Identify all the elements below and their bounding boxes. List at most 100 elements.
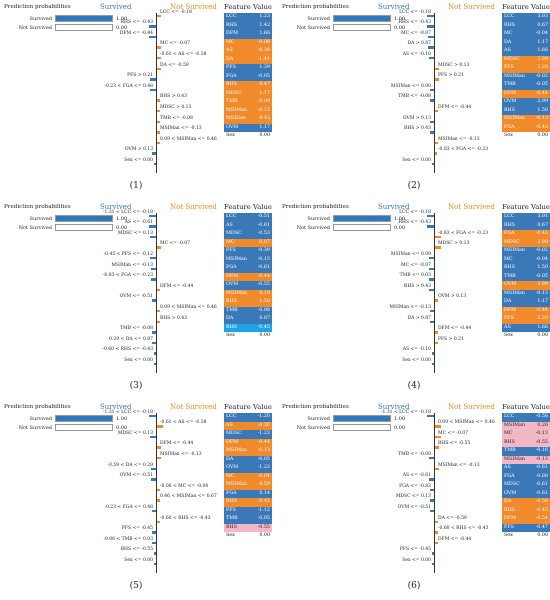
feature-row: DFM -0.54 [502, 515, 550, 524]
contribution-bar [151, 467, 156, 471]
feature-value: 1.66 [259, 31, 270, 36]
not-survived-header: Not Survived [170, 203, 217, 211]
rule-label: 0.09 < MSIMan <= 0.46 [160, 304, 217, 310]
feature-value-header: Feature Value [224, 403, 272, 411]
not-survived-header: Not Survived [170, 3, 217, 11]
rule-label: Sex <= 0.00 [124, 557, 153, 563]
rule-label: DFM <= -0.44 [438, 326, 472, 332]
contribution-bar [434, 467, 440, 471]
rule-label: Sex <= 0.00 [402, 157, 431, 163]
feature-row: MSIMan -0.13 [224, 106, 272, 115]
survived-header: Survived [378, 3, 410, 11]
rule-label: RHS <= -0.43 [120, 20, 153, 26]
feature-row: MSIMan -0.13 [502, 289, 550, 298]
probability-bar [55, 215, 113, 222]
rule-label: OVM <= -0.51 [119, 294, 153, 300]
feature-name: MDSC [226, 231, 242, 236]
probability-bar [333, 24, 391, 31]
rule-label: Sex <= 0.00 [402, 557, 431, 563]
contribution-bar [431, 562, 434, 566]
contribution-bar [430, 509, 434, 513]
lime-panel-3: Prediction probabilities Survived 1.00 Not … [0, 200, 272, 396]
feature-value-header: Feature Value [224, 3, 272, 11]
rule-label: BHS <= -0.55 [120, 547, 153, 553]
center-axis [156, 13, 157, 173]
feature-value: -0.44 [535, 307, 548, 313]
feature-name: OVM [226, 465, 239, 470]
feature-value: -0.61 [257, 265, 270, 270]
feature-name: FGA [226, 490, 237, 496]
probability-label: Not Survived [18, 224, 52, 231]
rule-label: DA <= -0.59 [160, 62, 189, 68]
rule-label: OVM > 0.13 [124, 147, 153, 153]
feature-value: 0.45 [259, 116, 270, 121]
rule-label: MDSC <= 0.13 [395, 494, 431, 500]
feature-name: AS [226, 222, 233, 228]
feature-row: BHS 1.50 [502, 264, 550, 273]
not-survived-header: Not Survived [448, 403, 495, 411]
contribution-bar [430, 320, 434, 324]
feature-name: OVM [504, 282, 517, 287]
feature-row: AS 1.66 [502, 47, 550, 56]
feature-name: DFM [226, 273, 239, 279]
probability-label: Survived [307, 215, 330, 222]
rule-label: TMB <= -0.08 [160, 115, 193, 121]
survived-header: Survived [100, 403, 132, 411]
rule-label: 0.46 < MSIMan <= 0.67 [160, 494, 217, 500]
contribution-bar [426, 414, 434, 418]
contribution-bar [156, 320, 161, 324]
feature-row: DFM -0.44 [224, 438, 272, 447]
feature-name: RHS [226, 22, 238, 28]
rule-label: TMB <= -0.08 [120, 326, 153, 332]
probability-label: Survived [29, 15, 52, 22]
prediction-probabilities-title: Prediction probabilities [4, 404, 71, 410]
feature-name: RHS [226, 499, 238, 504]
feature-row: MSIMan -0.13 [502, 115, 550, 124]
contribution-bar [434, 531, 439, 534]
probability-row: Not Survived 0.00 [4, 424, 127, 431]
feature-value: 0.67 [537, 22, 548, 28]
rule-label: MDSC > 0.13 [438, 241, 470, 247]
contribution-bar [428, 46, 434, 49]
panel-number-label: (6) [407, 581, 421, 591]
feature-value: 0.14 [259, 490, 270, 496]
feature-row: MDSC -0.53 [224, 230, 272, 239]
rule-label: BHS > 0.43 [160, 94, 187, 100]
feature-row: DA -0.05 [224, 455, 272, 464]
feature-name: DA [226, 456, 234, 462]
feature-row: OVM -0.61 [502, 489, 550, 498]
feature-name: MSIMan [226, 482, 247, 487]
feature-row: AS -0.36 [224, 421, 272, 430]
feature-row: MC -0.04 [224, 472, 272, 481]
feature-name: PFS [504, 524, 514, 530]
rule-label: 0.29 < DA <= 0.87 [109, 336, 153, 342]
feature-name: MSIMan [504, 248, 525, 253]
feature-row: OVM 2.99 [502, 281, 550, 290]
feature-row: DFM -0.44 [502, 306, 550, 315]
feature-row: PFS -1.12 [224, 506, 272, 515]
feature-name: MC [504, 31, 513, 36]
contribution-bar [156, 14, 162, 18]
rule-label: -0.83 < FGA <= -0.23 [438, 230, 489, 236]
rule-label: Sex <= 0.00 [124, 357, 153, 363]
rule-label: -1.31 < LCC <= -0.18 [103, 209, 153, 215]
contribution-bar [426, 14, 434, 18]
contribution-bar [434, 425, 441, 428]
feature-row: AS -0.61 [224, 221, 272, 230]
probability-label: Survived [29, 215, 52, 222]
feature-name: MDSC [226, 90, 242, 96]
feature-row: OVM 1.17 [224, 123, 272, 132]
contribution-bar [434, 341, 439, 345]
feature-value: 0.26 [537, 422, 548, 428]
feature-value: 1.39 [259, 65, 270, 70]
feature-name: Sex [504, 333, 513, 338]
probability-bar [55, 424, 113, 431]
probability-bar-fill [56, 416, 112, 421]
feature-name: MDSC [504, 56, 520, 62]
feature-value: -0.44 [257, 273, 270, 279]
rule-label: PFS > 0.21 [438, 73, 464, 79]
feature-value: 0.87 [259, 316, 270, 321]
prediction-probabilities-title: Prediction probabilities [282, 404, 349, 410]
probability-value: 0.00 [394, 24, 406, 31]
contribution-bar [429, 56, 434, 60]
